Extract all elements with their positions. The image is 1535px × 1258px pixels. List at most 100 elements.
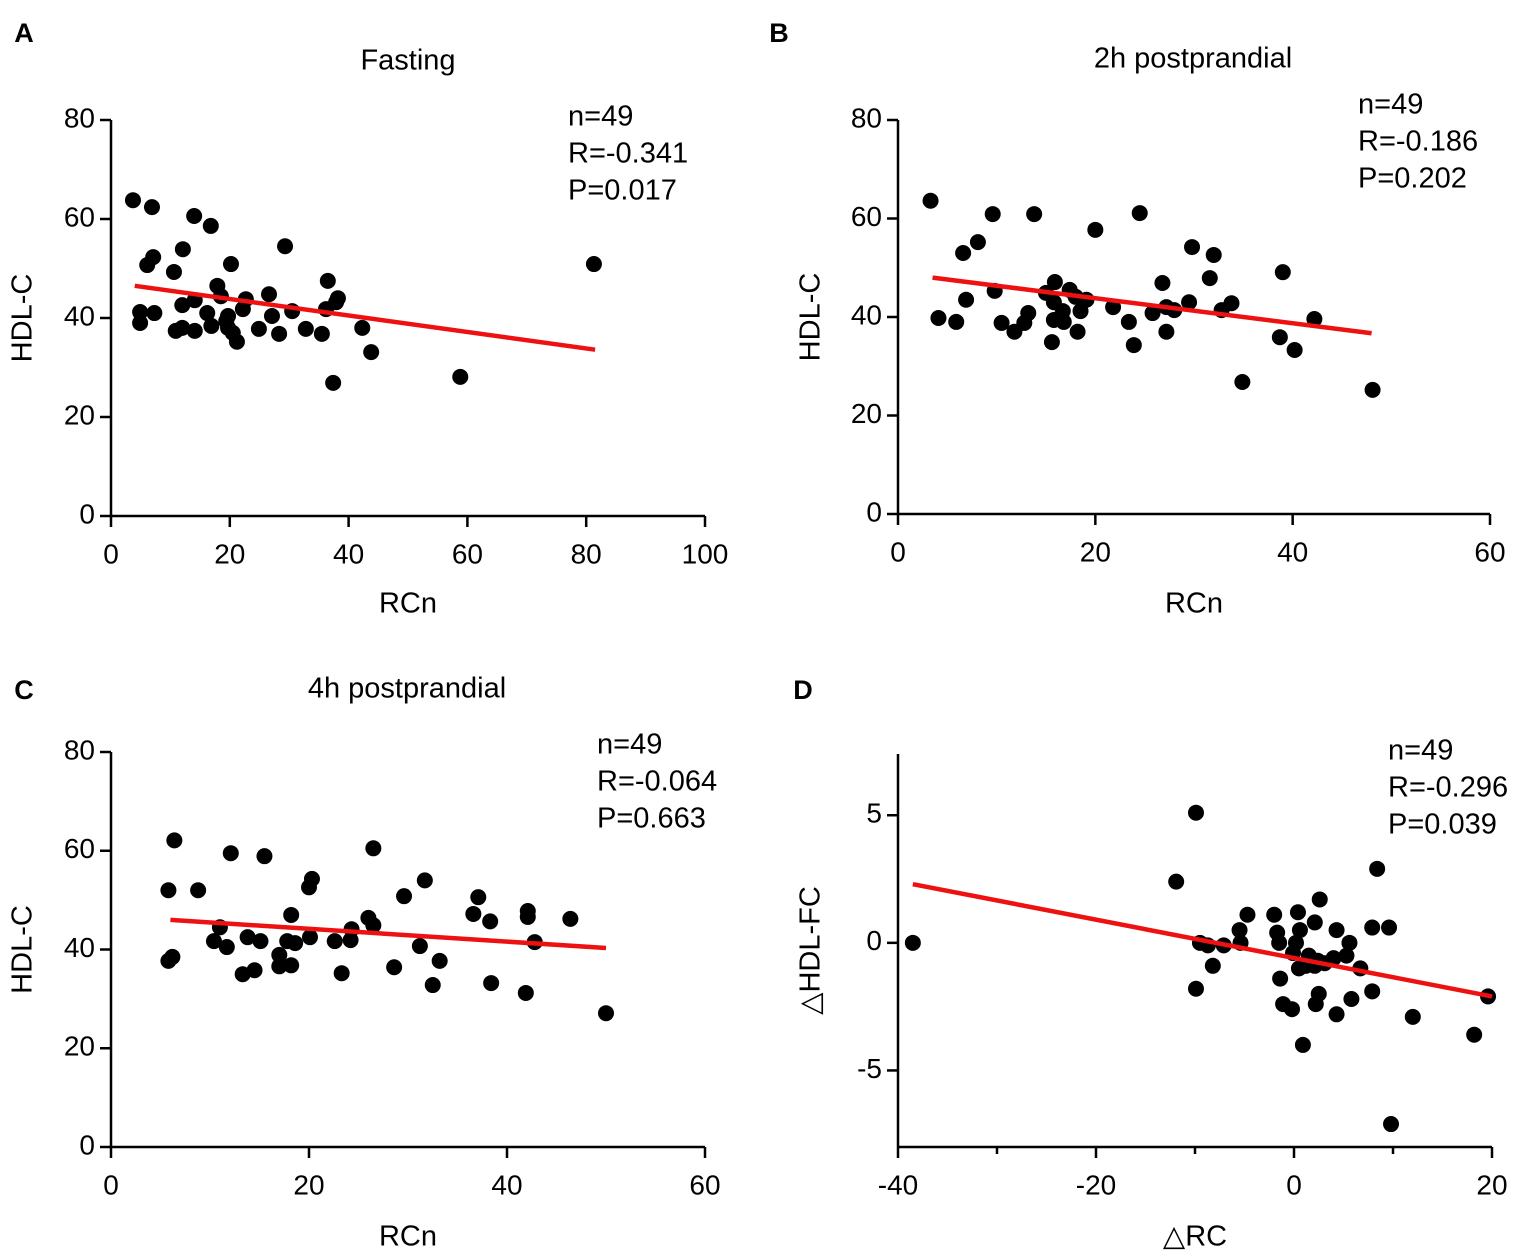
point	[470, 889, 487, 906]
x-tick-label: 20	[293, 1169, 324, 1200]
point	[585, 256, 602, 273]
point	[1158, 323, 1175, 340]
point	[234, 301, 251, 318]
point	[519, 908, 536, 925]
point	[1294, 1036, 1311, 1053]
point	[904, 934, 921, 951]
point	[1181, 294, 1198, 311]
point	[174, 297, 191, 314]
point	[1271, 934, 1288, 951]
point	[955, 244, 972, 261]
y-tick-label: 60	[64, 833, 95, 864]
y-tick-label: 5	[866, 798, 882, 829]
x-tick-label: 60	[1474, 536, 1505, 567]
point	[199, 305, 216, 322]
point	[1466, 1026, 1483, 1043]
x-axis-label: RCn	[379, 588, 437, 620]
y-tick-label: 80	[851, 102, 882, 133]
y-axis-label: HDL-C	[7, 274, 39, 363]
x-tick-label: 40	[1277, 536, 1308, 567]
y-tick-label: 80	[64, 734, 95, 765]
point	[203, 317, 220, 334]
point	[165, 263, 182, 280]
point	[326, 933, 343, 950]
point	[1328, 922, 1345, 939]
point	[424, 977, 441, 994]
point	[1125, 337, 1142, 354]
annotation: R=-0.186	[1358, 126, 1478, 158]
y-tick-label: -5	[857, 1053, 882, 1084]
point	[246, 962, 263, 979]
point	[1184, 239, 1201, 256]
point	[252, 933, 269, 950]
point	[1404, 1008, 1421, 1025]
point	[1204, 957, 1221, 974]
x-axis-label: △RC	[1163, 1221, 1227, 1253]
x-tick-label: 80	[571, 538, 602, 569]
point	[482, 913, 499, 930]
annotation: P=0.663	[597, 803, 706, 835]
point	[222, 256, 239, 273]
point	[301, 929, 318, 946]
point	[222, 845, 239, 862]
point	[1168, 873, 1185, 890]
point	[218, 939, 235, 956]
x-tick-label: 20	[1476, 1169, 1507, 1200]
point	[319, 272, 336, 289]
point	[1307, 996, 1324, 1013]
point	[598, 1005, 614, 1022]
chart-title: 2h postprandial	[1094, 43, 1292, 75]
point	[1026, 206, 1043, 223]
panel-label: D	[793, 675, 813, 705]
point	[416, 872, 433, 889]
annotation: P=0.202	[1358, 163, 1467, 195]
y-axis-label: HDL-C	[7, 905, 39, 994]
x-axis-label: RCn	[1165, 588, 1223, 620]
point	[342, 932, 359, 949]
x-tick-label: 20	[1080, 536, 1111, 567]
point	[1234, 374, 1251, 391]
panel-label: B	[769, 18, 789, 48]
point	[190, 882, 207, 899]
point	[396, 888, 413, 905]
point	[1290, 960, 1307, 977]
point	[333, 965, 350, 982]
point	[218, 312, 235, 329]
point	[1383, 1116, 1400, 1133]
point	[1343, 990, 1360, 1007]
point	[160, 952, 177, 969]
point	[313, 325, 330, 342]
y-tick-label: 20	[851, 398, 882, 429]
point	[1205, 246, 1222, 263]
panel-label: A	[14, 18, 34, 48]
point	[1006, 323, 1023, 340]
annotation: n=49	[1388, 735, 1453, 767]
point	[1187, 804, 1204, 821]
point	[263, 308, 280, 325]
y-tick-label: 20	[64, 399, 95, 430]
point	[1306, 914, 1323, 931]
point	[261, 286, 278, 303]
point	[1144, 305, 1161, 322]
point	[922, 192, 939, 209]
point	[1271, 329, 1288, 346]
point	[132, 314, 149, 331]
x-tick-label: 60	[689, 1169, 720, 1200]
point	[969, 234, 986, 251]
point	[363, 344, 380, 361]
chart-title: Fasting	[360, 45, 455, 77]
x-tick-label: -40	[878, 1169, 918, 1200]
point	[202, 217, 219, 234]
x-tick-label: -20	[1076, 1169, 1116, 1200]
point	[146, 305, 163, 322]
x-tick-label: 0	[103, 538, 119, 569]
point	[465, 905, 482, 922]
x-tick-label: 0	[890, 536, 906, 567]
point	[1284, 1001, 1301, 1018]
annotation: R=-0.296	[1388, 772, 1508, 804]
point	[1286, 341, 1303, 358]
fit-line	[134, 283, 596, 352]
point	[271, 958, 288, 975]
point	[452, 368, 469, 385]
x-tick-label: 40	[333, 538, 364, 569]
